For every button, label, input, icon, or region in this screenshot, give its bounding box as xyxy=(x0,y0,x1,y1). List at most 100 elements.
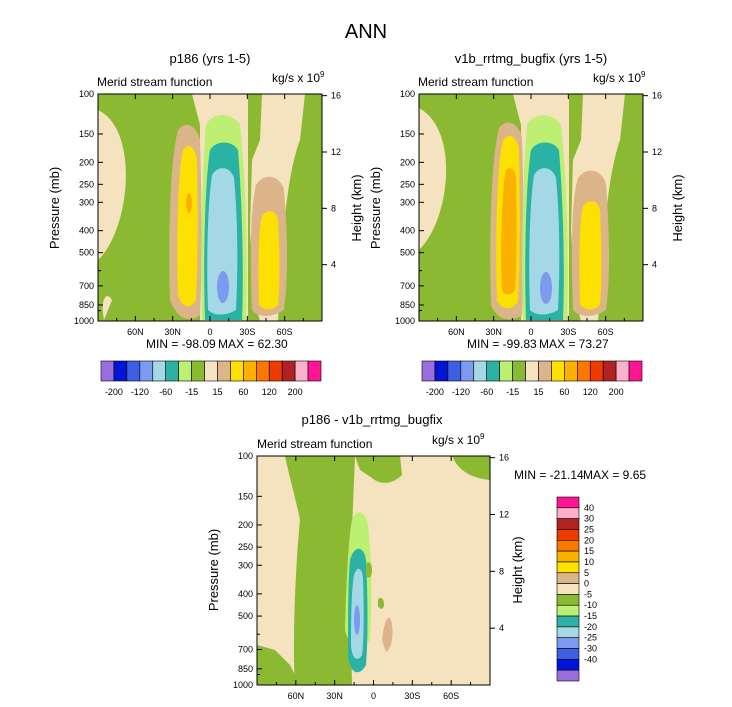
panel-1-min: MIN = -98.09 xyxy=(146,337,216,351)
colorbar-swatch xyxy=(217,360,231,382)
panel-3-max: MAX = 9.65 xyxy=(583,468,646,482)
colorbar-label: 30 xyxy=(584,514,594,524)
colorbar-swatch xyxy=(434,360,449,382)
panel-1-units-exp: 9 xyxy=(320,70,325,79)
panel-3-ylabel: Pressure (mb) xyxy=(206,529,221,611)
colorbar-swatch xyxy=(538,360,552,382)
colorbar-swatch xyxy=(525,360,539,382)
y2-tick-label: 8 xyxy=(499,566,504,576)
panel-2-y2label: Height (km) xyxy=(670,174,685,241)
panel-2-units: kg/s x 109 xyxy=(593,70,646,85)
colorbar-swatch xyxy=(556,615,580,628)
colorbar-swatch xyxy=(255,360,270,382)
y-tick-label: 200 xyxy=(79,157,94,167)
panel-1-left-label: Merid stream function xyxy=(97,75,212,89)
colorbar-label: 15 xyxy=(584,546,594,556)
colorbar-swatch xyxy=(294,360,309,382)
colorbar-swatch xyxy=(243,360,257,382)
colorbar-swatch xyxy=(556,496,580,509)
y-tick-label: 700 xyxy=(238,645,253,655)
colorbar-label: 10 xyxy=(584,557,594,567)
x-tick-label: 30N xyxy=(485,327,502,337)
y2-tick-label: 12 xyxy=(331,147,341,157)
colorbar-swatch xyxy=(486,360,500,382)
x-tick-label: 0 xyxy=(528,327,533,337)
colorbar-swatch xyxy=(556,648,580,660)
colorbar-label: 5 xyxy=(584,568,589,578)
y-tick-label: 250 xyxy=(238,542,253,552)
colorbar-swatch xyxy=(602,360,617,382)
y2-tick-label: 4 xyxy=(331,260,336,270)
panel-1-units-base: kg/s x 10 xyxy=(272,71,320,85)
colorbar-label: 60 xyxy=(238,387,248,397)
y-tick-label: 100 xyxy=(238,451,253,461)
y2-tick-label: 16 xyxy=(652,91,662,101)
y-tick-label: 150 xyxy=(400,129,415,139)
colorbar-label: -15 xyxy=(584,611,597,621)
y2-tick-label: 4 xyxy=(499,623,504,633)
y-tick-label: 500 xyxy=(400,248,415,258)
panel-2-colorbar: -200 -120 -60 -15 15 60 120 200 xyxy=(421,360,643,397)
colorbar-swatch xyxy=(556,594,580,606)
y-tick-label: 500 xyxy=(238,611,253,621)
y-tick-label: 1000 xyxy=(395,316,415,326)
colorbar-label: -40 xyxy=(584,654,597,664)
colorbar-label: -10 xyxy=(584,600,597,610)
y-tick-label: 700 xyxy=(79,281,94,291)
colorbar-label: -200 xyxy=(426,387,444,397)
y-tick-label: 100 xyxy=(79,89,94,99)
colorbar-swatch xyxy=(113,360,128,382)
panel-2-units-base: kg/s x 10 xyxy=(593,71,641,85)
panel-2-axes: 100 150 200 250 300 400 500 700 850 1000 4 8 12 16 60N… xyxy=(395,89,662,337)
colorbar-swatch xyxy=(512,360,526,382)
colorbar-label: 200 xyxy=(288,387,303,397)
panel-3-title: p186 - v1b_rrtmg_bugfix xyxy=(302,412,443,427)
colorbar-swatch xyxy=(556,637,580,649)
colorbar-swatch xyxy=(191,360,205,382)
y2-tick-label: 12 xyxy=(652,147,662,157)
y-tick-label: 300 xyxy=(79,197,94,207)
panel-3-axes: 100 150 200 250 300 400 500 700 850 1000 4 8 12 16 60N… xyxy=(233,451,509,701)
panel-3-units: kg/s x 109 xyxy=(432,432,485,447)
panel-2-left-label: Merid stream function xyxy=(418,75,533,89)
y-tick-label: 1000 xyxy=(233,680,253,690)
colorbar-label: 40 xyxy=(584,503,594,513)
colorbar-swatch xyxy=(204,360,218,382)
y-tick-label: 150 xyxy=(238,491,253,501)
panel-1: p186 (yrs 1-5) Merid stream function kg/… xyxy=(47,51,364,397)
colorbar-swatch xyxy=(268,360,283,382)
colorbar-swatch xyxy=(589,360,604,382)
y-tick-label: 400 xyxy=(79,226,94,236)
colorbar-swatch xyxy=(178,360,192,382)
x-tick-label: 0 xyxy=(371,691,376,701)
colorbar-label: 60 xyxy=(559,387,569,397)
y2-tick-label: 4 xyxy=(652,260,657,270)
colorbar-swatch xyxy=(556,572,580,584)
y-tick-label: 400 xyxy=(400,226,415,236)
colorbar-label: -60 xyxy=(159,387,172,397)
x-tick-label: 30S xyxy=(560,327,576,337)
colorbar-swatch xyxy=(556,659,580,671)
colorbar-label: 120 xyxy=(583,387,598,397)
y-tick-label: 700 xyxy=(400,281,415,291)
colorbar-swatch xyxy=(615,360,630,382)
colorbar-swatch xyxy=(460,360,475,382)
colorbar-swatch xyxy=(139,360,154,382)
panel-1-field xyxy=(98,94,322,321)
colorbar-label: 15 xyxy=(533,387,543,397)
panel-1-colorbar: -200 -120 -60 -15 15 60 120 200 xyxy=(100,360,322,397)
colorbar-swatch xyxy=(499,360,513,382)
y-tick-label: 1000 xyxy=(74,316,94,326)
panel-2-field xyxy=(419,94,643,321)
y-tick-label: 400 xyxy=(238,589,253,599)
y2-tick-label: 16 xyxy=(331,91,341,101)
colorbar-label: 20 xyxy=(584,535,594,545)
colorbar-swatch xyxy=(556,561,580,574)
panel-3-y2label: Height (km) xyxy=(510,536,525,603)
y-tick-label: 200 xyxy=(400,157,415,167)
panel-2-ylabel: Pressure (mb) xyxy=(368,167,383,249)
colorbar-swatch xyxy=(556,669,580,682)
colorbar-label: -120 xyxy=(452,387,470,397)
y-tick-label: 250 xyxy=(400,179,415,189)
x-tick-label: 60S xyxy=(443,691,459,701)
